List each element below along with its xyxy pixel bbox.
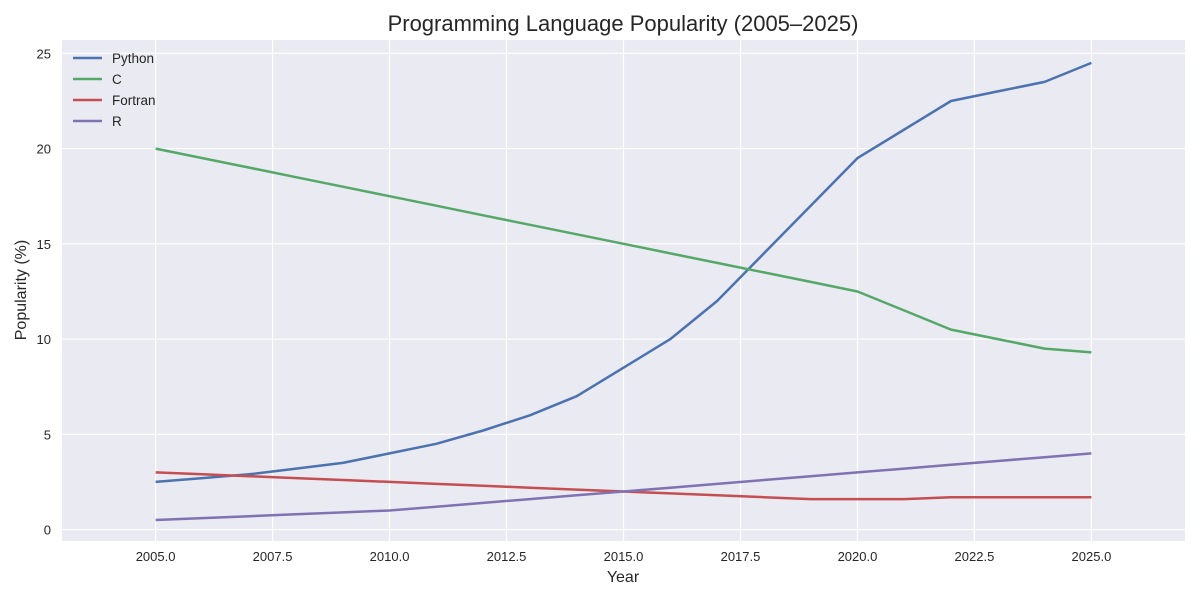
x-tick-label: 2007.5: [253, 549, 293, 564]
series-line-c: [155, 147, 1092, 354]
series-line-r: [155, 452, 1092, 522]
chart-title: Programming Language Popularity (2005–20…: [388, 11, 859, 36]
x-tick-label: 2022.5: [955, 549, 995, 564]
x-tick-label: 2005.0: [136, 549, 176, 564]
axis-ticks: 2005.0 2007.5 2010.0 2012.5 2015.0 2017.5 2020…: [37, 46, 1112, 564]
legend-label: R: [112, 114, 122, 129]
legend-label: C: [112, 72, 122, 87]
legend-item-fortran: Fortran: [73, 93, 156, 108]
grid: [62, 40, 1185, 541]
legend-item-c: C: [73, 72, 122, 87]
legend-label: Fortran: [112, 93, 156, 108]
y-tick-label: 0: [44, 523, 51, 538]
series-lines: [155, 61, 1092, 522]
y-axis-label: Popularity (%): [13, 240, 30, 340]
series-line-python: [155, 61, 1092, 484]
y-tick-label: 25: [37, 46, 51, 61]
x-tick-label: 2017.5: [721, 549, 761, 564]
y-tick-label: 20: [37, 142, 51, 157]
y-tick-label: 5: [44, 427, 51, 442]
legend-label: Python: [112, 51, 154, 66]
y-tick-label: 15: [37, 237, 51, 252]
legend-item-r: R: [73, 114, 122, 129]
y-tick-label: 10: [37, 332, 51, 347]
x-tick-label: 2012.5: [487, 549, 527, 564]
x-tick-label: 2020.0: [838, 549, 878, 564]
x-tick-label: 2015.0: [604, 549, 644, 564]
x-tick-label: 2010.0: [370, 549, 410, 564]
legend: Python C Fortran R: [73, 51, 156, 129]
legend-item-python: Python: [73, 51, 154, 66]
x-tick-label: 2025.0: [1072, 549, 1112, 564]
x-axis-label: Year: [607, 569, 640, 586]
